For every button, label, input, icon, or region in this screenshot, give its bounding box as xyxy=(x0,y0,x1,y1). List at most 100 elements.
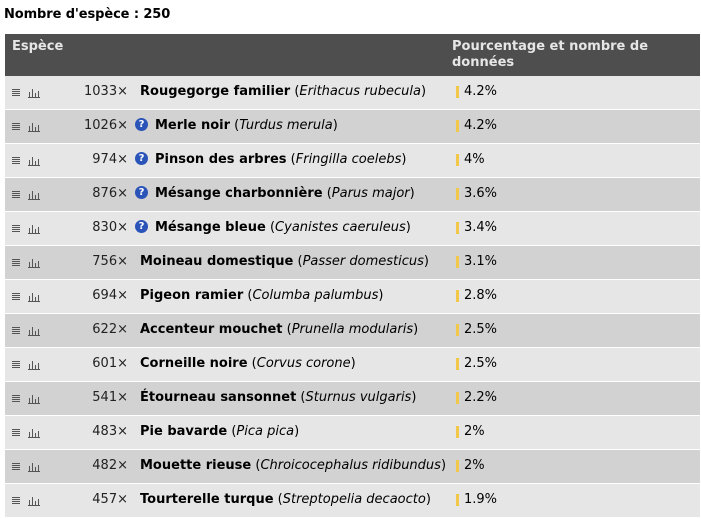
observation-count: 830× xyxy=(92,220,128,235)
table-row[interactable]: 541× Étourneau sansonnet (Sturnus vulgari… xyxy=(5,382,700,416)
percentage-bar xyxy=(456,358,459,370)
percentage-bar xyxy=(456,324,459,336)
observation-count: 974× xyxy=(92,152,128,167)
list-icon[interactable] xyxy=(12,259,20,267)
species-name[interactable]: Pinson des arbres (Fringilla coelebs) xyxy=(155,152,407,167)
table-row[interactable]: 974×? Pinson des arbres (Fringilla coeleb… xyxy=(5,144,700,178)
info-icon[interactable]: ? xyxy=(135,118,148,131)
list-icon[interactable] xyxy=(12,157,20,165)
bar-chart-icon[interactable] xyxy=(28,326,40,336)
list-icon[interactable] xyxy=(12,327,20,335)
species-name[interactable]: Accenteur mouchet (Prunella modularis) xyxy=(140,322,419,337)
bar-chart-icon[interactable] xyxy=(28,462,40,472)
list-icon[interactable] xyxy=(12,89,20,97)
bar-chart-icon[interactable] xyxy=(28,258,40,268)
bar-chart-icon[interactable] xyxy=(28,360,40,370)
percentage-value: 2% xyxy=(464,458,485,473)
percentage-value: 2.8% xyxy=(464,288,498,303)
species-name[interactable]: Corneille noire (Corvus corone) xyxy=(140,356,356,371)
table-row[interactable]: 622× Accenteur mouchet (Prunella modulari… xyxy=(5,314,700,348)
observation-count: 756× xyxy=(92,254,128,269)
percentage-value: 2% xyxy=(464,424,485,439)
table-row[interactable]: 1026×? Merle noir (Turdus merula) 4.2% xyxy=(5,110,700,144)
observation-count: 694× xyxy=(92,288,128,303)
table-row[interactable]: 756× Moineau domestique (Passer domesticu… xyxy=(5,246,700,280)
observation-count: 483× xyxy=(92,424,128,439)
species-table: Espèce Pourcentage et nombre de données … xyxy=(5,34,700,518)
observation-count: 622× xyxy=(92,322,128,337)
table-row[interactable]: 483× Pie bavarde (Pica pica) 2% xyxy=(5,416,700,450)
percentage-bar xyxy=(456,222,459,234)
info-icon[interactable]: ? xyxy=(135,220,148,233)
percentage-value: 3.1% xyxy=(464,254,498,269)
bar-chart-icon[interactable] xyxy=(28,88,40,98)
column-header-percentage[interactable]: Pourcentage et nombre de données xyxy=(452,39,649,70)
observation-count: 1026× xyxy=(84,118,128,133)
species-name[interactable]: Mésange charbonnière (Parus major) xyxy=(155,186,415,201)
table-row[interactable]: 876×? Mésange charbonnière (Parus major) 3… xyxy=(5,178,700,212)
table-row[interactable]: 1033× Rougegorge familier (Erithacus rube… xyxy=(5,76,700,110)
table-row[interactable]: 482× Mouette rieuse (Chroicocephalus ridi… xyxy=(5,450,700,484)
table-header: Espèce Pourcentage et nombre de données xyxy=(5,34,700,76)
species-name[interactable]: Tourterelle turque (Streptopelia decaoct… xyxy=(140,492,431,507)
species-name[interactable]: Pie bavarde (Pica pica) xyxy=(140,424,300,439)
species-name[interactable]: Mouette rieuse (Chroicocephalus ridibund… xyxy=(140,458,447,473)
percentage-bar xyxy=(456,256,459,268)
percentage-bar xyxy=(456,154,459,166)
info-icon[interactable]: ? xyxy=(135,152,148,165)
bar-chart-icon[interactable] xyxy=(28,394,40,404)
bar-chart-icon[interactable] xyxy=(28,292,40,302)
species-name[interactable]: Moineau domestique (Passer domesticus) xyxy=(140,254,429,269)
percentage-bar xyxy=(456,460,459,472)
bar-chart-icon[interactable] xyxy=(28,224,40,234)
percentage-bar xyxy=(456,494,459,506)
species-count: Nombre d'espèce : 250 xyxy=(4,7,171,22)
percentage-bar xyxy=(456,86,459,98)
observation-count: 457× xyxy=(92,492,128,507)
percentage-bar xyxy=(456,188,459,200)
list-icon[interactable] xyxy=(12,395,20,403)
species-name[interactable]: Rougegorge familier (Erithacus rubecula) xyxy=(140,84,427,99)
observation-count: 601× xyxy=(92,356,128,371)
percentage-bar xyxy=(456,290,459,302)
list-icon[interactable] xyxy=(12,225,20,233)
list-icon[interactable] xyxy=(12,361,20,369)
bar-chart-icon[interactable] xyxy=(28,496,40,506)
table-body: 1033× Rougegorge familier (Erithacus rube… xyxy=(5,76,700,518)
species-name[interactable]: Mésange bleue (Cyanistes caeruleus) xyxy=(155,220,411,235)
percentage-bar xyxy=(456,392,459,404)
column-header-species[interactable]: Espèce xyxy=(12,39,64,54)
table-row[interactable]: 601× Corneille noire (Corvus corone) 2.5% xyxy=(5,348,700,382)
percentage-bar xyxy=(456,426,459,438)
table-row[interactable]: 694× Pigeon ramier (Columba palumbus) 2.8% xyxy=(5,280,700,314)
table-row[interactable]: 457× Tourterelle turque (Streptopelia dec… xyxy=(5,484,700,518)
percentage-value: 2.5% xyxy=(464,322,498,337)
percentage-value: 1.9% xyxy=(464,492,498,507)
percentage-value: 3.6% xyxy=(464,186,498,201)
percentage-value: 2.5% xyxy=(464,356,498,371)
percentage-value: 4.2% xyxy=(464,118,498,133)
species-name[interactable]: Pigeon ramier (Columba palumbus) xyxy=(140,288,384,303)
list-icon[interactable] xyxy=(12,497,20,505)
bar-chart-icon[interactable] xyxy=(28,190,40,200)
species-name[interactable]: Merle noir (Turdus merula) xyxy=(155,118,338,133)
species-name[interactable]: Étourneau sansonnet (Sturnus vulgaris) xyxy=(140,390,417,405)
percentage-value: 4% xyxy=(464,152,485,167)
list-icon[interactable] xyxy=(12,463,20,471)
info-icon[interactable]: ? xyxy=(135,186,148,199)
percentage-value: 2.2% xyxy=(464,390,498,405)
observation-count: 1033× xyxy=(84,84,128,99)
list-icon[interactable] xyxy=(12,293,20,301)
table-row[interactable]: 830×? Mésange bleue (Cyanistes caeruleus)… xyxy=(5,212,700,246)
observation-count: 876× xyxy=(92,186,128,201)
percentage-value: 4.2% xyxy=(464,84,498,99)
bar-chart-icon[interactable] xyxy=(28,156,40,166)
percentage-value: 3.4% xyxy=(464,220,498,235)
bar-chart-icon[interactable] xyxy=(28,428,40,438)
bar-chart-icon[interactable] xyxy=(28,122,40,132)
list-icon[interactable] xyxy=(12,191,20,199)
list-icon[interactable] xyxy=(12,123,20,131)
list-icon[interactable] xyxy=(12,429,20,437)
percentage-bar xyxy=(456,120,459,132)
observation-count: 541× xyxy=(92,390,128,405)
